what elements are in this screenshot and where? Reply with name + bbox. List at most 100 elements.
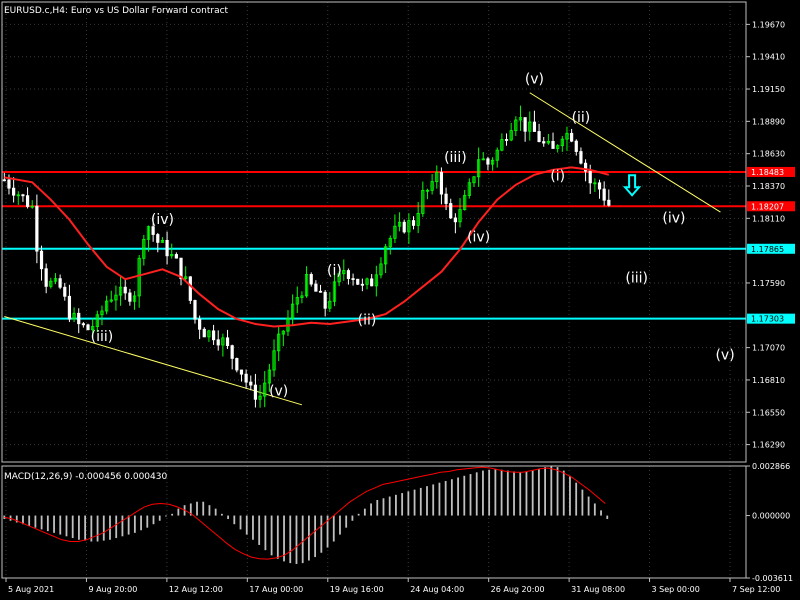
y-tick-label: 1.16550: [752, 408, 785, 417]
macd-bar: [295, 515, 298, 564]
candle-body: [411, 220, 416, 226]
price-label: 1.17303: [751, 315, 784, 324]
y-tick-label: 1.18110: [752, 214, 785, 223]
macd-bar: [593, 503, 596, 516]
macd-bar: [469, 474, 472, 516]
macd-bar: [550, 466, 553, 516]
x-tick-label: 12 Aug 12:00: [169, 585, 223, 594]
candle-body: [495, 149, 499, 161]
macd-bar: [152, 515, 155, 525]
macd-bar: [320, 515, 323, 553]
y-tick-label: 1.17590: [752, 279, 785, 288]
macd-bar: [109, 515, 111, 540]
candle-body: [565, 132, 569, 140]
macd-bar: [345, 515, 348, 528]
candle-body: [318, 290, 323, 293]
x-tick-label: 7 Sep 12:00: [732, 585, 780, 594]
macd-bar: [15, 515, 18, 523]
macd-bar: [196, 501, 198, 516]
macd-bar: [388, 496, 391, 516]
candle-body: [67, 295, 72, 320]
y-tick-label: 1.19150: [752, 85, 785, 94]
candle-body: [53, 278, 58, 282]
macd-y-tick-label: 0.002866: [752, 462, 790, 471]
chart-title: EURUSD.c,H4: Euro vs US Dollar Forward c…: [4, 6, 229, 16]
candle-body: [546, 140, 550, 144]
candle-body: [16, 194, 20, 197]
macd-bar: [357, 513, 360, 516]
candle-body: [63, 286, 67, 297]
macd-bar: [65, 515, 68, 537]
candle-body: [193, 300, 197, 320]
macd-bar: [600, 510, 602, 516]
candle-body: [170, 254, 174, 257]
candle-body: [21, 194, 25, 197]
candle-body: [314, 283, 318, 292]
candle-body: [583, 162, 588, 172]
candle-body: [165, 239, 169, 257]
macd-bar: [146, 515, 149, 528]
candle-body: [105, 300, 109, 312]
macd-bar: [407, 491, 410, 516]
macd-bar: [283, 515, 285, 562]
candle-body: [39, 250, 44, 270]
candle-body: [328, 300, 332, 309]
macd-bar: [239, 515, 242, 530]
candle-body: [114, 294, 118, 301]
candle-body: [95, 314, 99, 327]
candle-body: [272, 350, 276, 371]
main-grid: [2, 2, 746, 462]
candle-body: [574, 140, 578, 152]
candle-body: [44, 268, 48, 287]
macd-bar: [376, 499, 379, 516]
candle-body: [263, 382, 267, 397]
macd-bar: [28, 515, 31, 526]
candle-body: [304, 274, 309, 297]
candle-body: [123, 286, 127, 294]
candle-body: [597, 182, 602, 190]
macd-bar: [127, 515, 130, 535]
candle-body: [579, 151, 583, 164]
price-candles: [2, 105, 611, 408]
macd-bar: [264, 515, 267, 551]
macd-bar: [513, 471, 515, 516]
macd-bar: [426, 486, 428, 516]
candle-body: [346, 270, 351, 279]
macd-bar: [59, 515, 62, 535]
candle-body: [481, 158, 485, 161]
candle-body: [2, 179, 6, 182]
macd-bar: [71, 515, 74, 539]
candle-body: [281, 330, 285, 335]
macd-bar: [133, 515, 136, 533]
macd-bar: [40, 515, 43, 530]
macd-bar: [301, 515, 304, 564]
wave-label: (iv): [662, 211, 685, 227]
candle-body: [91, 326, 95, 331]
macd-bar: [245, 515, 248, 535]
macd-y-tick-label: -0.003611: [752, 574, 793, 583]
candle-body: [239, 369, 244, 375]
macd-bar: [482, 470, 484, 516]
candle-body: [151, 226, 155, 235]
candle-body: [81, 323, 85, 326]
macd-bar: [121, 515, 124, 537]
candle-body: [295, 297, 299, 305]
axes: 1.19670 1.19410 1.19150 1.18890 1.18630 1.183…: [1, 1, 793, 594]
candle-body: [384, 246, 388, 265]
candle-body: [393, 225, 397, 239]
wave-label: (v): [269, 383, 288, 399]
macd-bar: [475, 472, 478, 516]
macd-bar: [96, 515, 99, 542]
candle-body: [421, 189, 425, 214]
x-tick-label: 26 Aug 20:00: [491, 585, 545, 594]
candle-body: [435, 171, 439, 182]
candle-body: [184, 276, 188, 280]
candle-body: [142, 238, 146, 259]
macd-bar: [270, 515, 273, 556]
wave-label: (iii): [625, 270, 648, 286]
candle-body: [388, 237, 392, 248]
macd-title: MACD(12,26,9) -0.000456 0.000430: [4, 472, 167, 482]
macd-bar: [308, 515, 310, 561]
macd-bar: [488, 469, 491, 516]
